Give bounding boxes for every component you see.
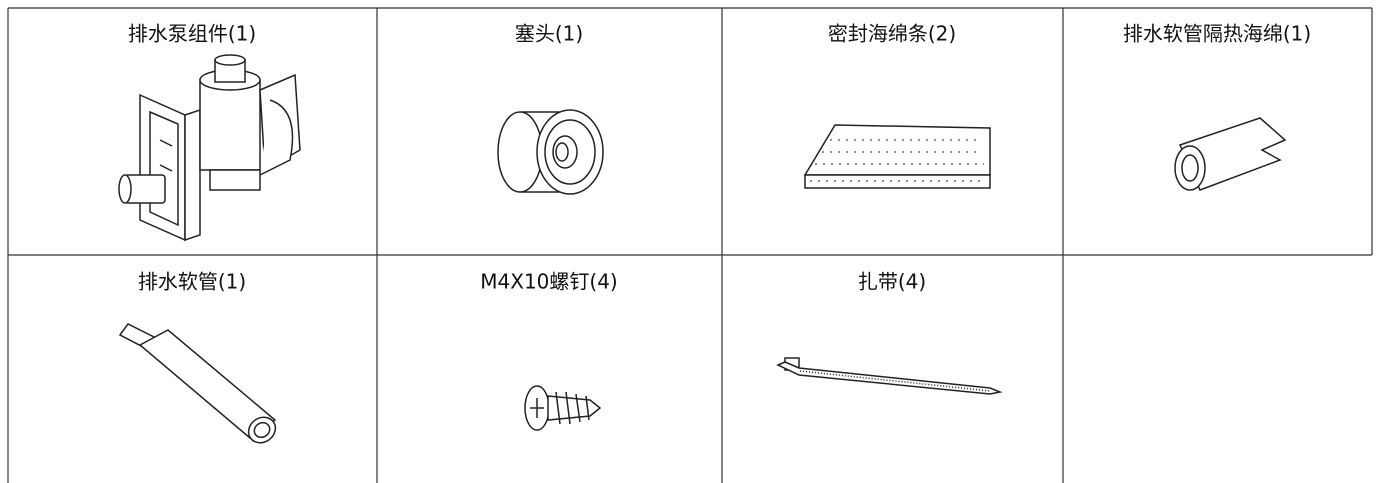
pump-illustration (118, 54, 301, 242)
cell-label: 扎带(4) (858, 270, 926, 294)
cell-label: M4X10螺钉(4) (480, 270, 617, 294)
plug-illustration (497, 109, 604, 195)
cable-tie-illustration (776, 357, 1003, 395)
insulation-illustration (1174, 117, 1287, 191)
hose-illustration (118, 323, 277, 444)
cell-label: 排水软管隔热海绵(1) (1123, 22, 1311, 46)
cell-label: 排水软管(1) (138, 270, 246, 294)
sponge-illustration (803, 124, 991, 189)
screw-illustration (524, 385, 602, 431)
table-grid (7, 7, 1373, 483)
cell-label: 塞头(1) (515, 22, 583, 46)
cell-label: 排水泵组件(1) (128, 22, 256, 46)
cell-label: 密封海绵条(2) (828, 22, 956, 46)
